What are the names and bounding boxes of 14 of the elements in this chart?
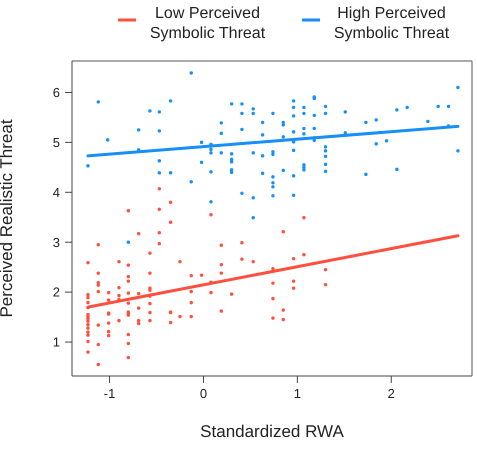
y-tick-label: 4 — [52, 184, 60, 200]
y-tick-label: 6 — [52, 85, 60, 100]
legend-label: High Perceived Symbolic Threat — [332, 4, 450, 44]
y-tick-label: 1 — [52, 334, 60, 350]
x-tick-label: -1 — [104, 386, 116, 402]
x-axis-title: Standardized RWA — [200, 422, 344, 441]
x-tick-label: 0 — [200, 386, 208, 402]
y-tick-label: 5 — [52, 134, 60, 150]
x-tick-label: 1 — [294, 386, 301, 402]
y-axis-title: Perceived Realistic Threat — [0, 119, 16, 318]
legend-label: Low Perceived Symbolic Threat — [148, 4, 266, 44]
y-tick-label: 3 — [52, 234, 60, 250]
x-tick-label: 2 — [388, 386, 395, 402]
y-tick-label: 2 — [52, 284, 60, 300]
